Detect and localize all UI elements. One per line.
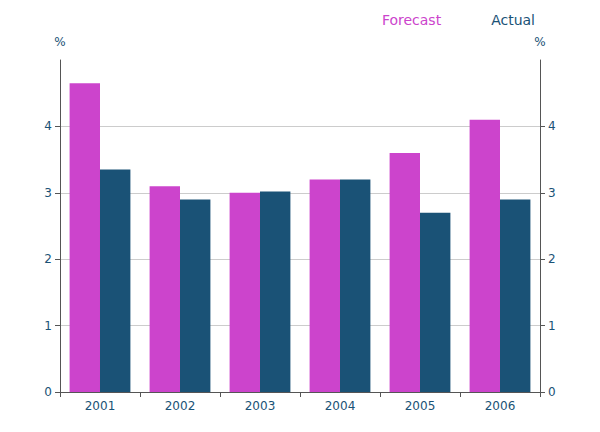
svg-text:2001: 2001 — [85, 399, 116, 413]
svg-text:2005: 2005 — [405, 399, 436, 413]
svg-text:3: 3 — [44, 186, 52, 200]
svg-text:2006: 2006 — [485, 399, 516, 413]
svg-text:4: 4 — [44, 119, 52, 133]
svg-text:%: % — [534, 35, 545, 49]
svg-text:1: 1 — [548, 319, 556, 333]
svg-text:4: 4 — [548, 119, 556, 133]
svg-text:Actual: Actual — [491, 12, 535, 28]
svg-text:2003: 2003 — [245, 399, 276, 413]
svg-text:2: 2 — [548, 252, 556, 266]
svg-text:3: 3 — [548, 186, 556, 200]
svg-text:2002: 2002 — [165, 399, 196, 413]
svg-text:2: 2 — [44, 252, 52, 266]
svg-text:Forecast: Forecast — [382, 12, 442, 28]
svg-text:1: 1 — [44, 319, 52, 333]
svg-text:0: 0 — [548, 385, 556, 399]
svg-text:%: % — [54, 35, 65, 49]
svg-text:0: 0 — [44, 385, 52, 399]
svg-text:2004: 2004 — [325, 399, 356, 413]
